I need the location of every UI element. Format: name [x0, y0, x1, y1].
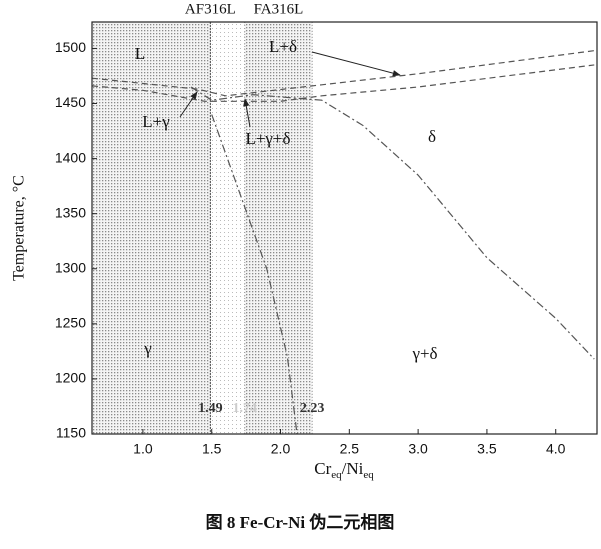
- phase-label: L: [135, 44, 145, 63]
- phase-label: L+γ: [142, 112, 170, 131]
- x-tick-label: 1.0: [133, 441, 153, 457]
- zone-shading: [92, 22, 211, 434]
- phase-line: [91, 50, 595, 97]
- boundary-label: 1.74: [232, 401, 257, 416]
- boundary-label: 1.49: [198, 401, 223, 416]
- phase-label: γ+δ: [411, 344, 437, 363]
- x-tick-label: 4.0: [546, 441, 566, 457]
- phase-label: L+γ+δ: [245, 129, 290, 148]
- caption: 图 8 Fe-Cr-Ni 伪二元相图: [206, 512, 395, 532]
- y-tick-label: 1200: [55, 370, 86, 386]
- phase-line: [91, 64, 595, 102]
- y-tick-label: 1350: [55, 204, 86, 220]
- x-label-part: eq: [331, 469, 342, 481]
- phase-label: L+δ: [269, 37, 297, 56]
- zone-shading: [244, 22, 313, 434]
- y-tick-label: 1150: [56, 425, 86, 441]
- phase-label: δ: [428, 127, 436, 146]
- y-tick-label: 1300: [55, 259, 86, 275]
- x-label-part: /Ni: [342, 459, 364, 478]
- y-axis-label: Temperature, °C: [11, 175, 28, 281]
- annotation-arrow: [311, 51, 401, 77]
- x-tick-label: 1.5: [202, 441, 222, 457]
- x-label-part: eq: [363, 469, 374, 481]
- x-axis-label: Creq/Nieq: [314, 459, 374, 481]
- x-label-part: Cr: [314, 459, 331, 478]
- x-tick-label: 3.0: [408, 441, 428, 457]
- y-tick-label: 1400: [55, 149, 86, 165]
- y-tick-label: 1450: [55, 94, 86, 110]
- zone-shading: [210, 22, 245, 434]
- zone-label: AF316L: [185, 1, 236, 17]
- plot-frame: [91, 21, 598, 435]
- x-tick-label: 2.5: [340, 441, 360, 457]
- annotation-arrow: [179, 91, 198, 118]
- y-tick-label: 1500: [55, 39, 86, 55]
- zone-label: FA316L: [254, 1, 304, 17]
- x-tick-label: 2.0: [271, 441, 291, 457]
- boundary-label: 2.23: [300, 401, 325, 416]
- phase-label: γ: [143, 339, 152, 358]
- y-tick-label: 1250: [55, 315, 86, 331]
- phase-line: [211, 114, 298, 435]
- phase-line: [190, 86, 595, 360]
- x-tick-label: 3.5: [477, 441, 497, 457]
- annotation-arrow: [243, 98, 251, 128]
